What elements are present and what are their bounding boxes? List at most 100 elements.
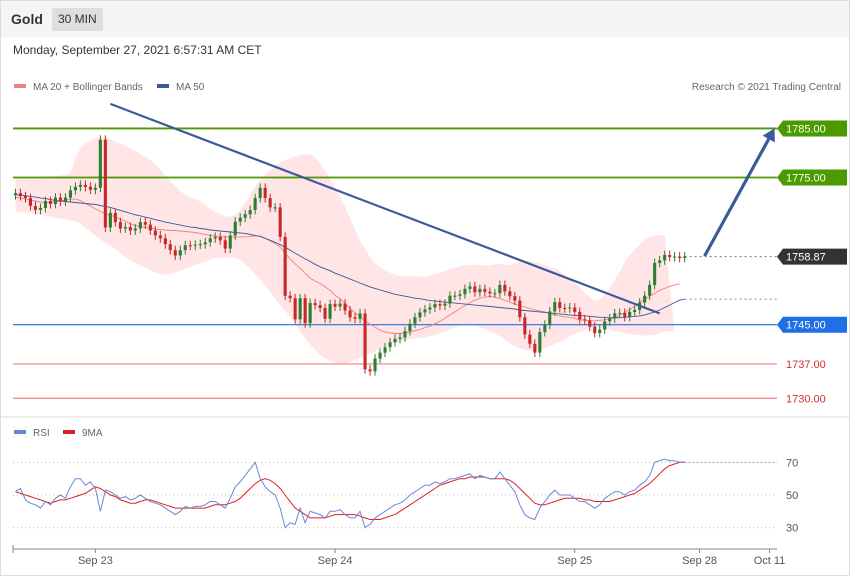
candle-body [623, 312, 627, 317]
candle-body [543, 324, 547, 333]
candle-body [358, 313, 362, 319]
candle-body [313, 303, 317, 306]
candle-body [258, 187, 262, 199]
candle-body [113, 212, 117, 223]
candle-body [73, 186, 77, 191]
candle-body [538, 332, 542, 353]
price-level-layer [13, 127, 777, 399]
candle-body [68, 190, 72, 198]
candle-body [268, 198, 272, 208]
candle-body [133, 228, 137, 231]
candle-body [518, 300, 522, 318]
support-1745-label: 1745.00 [786, 320, 826, 332]
ma20-legend-label: MA 20 + Bollinger Bands [33, 82, 143, 93]
candle-body [18, 193, 22, 197]
credit-text: Research © 2021 Trading Central [692, 82, 841, 93]
candle-body [153, 230, 157, 236]
candle-body [503, 284, 507, 292]
x-tick-label: Oct 11 [754, 555, 786, 567]
candle-body [383, 347, 387, 353]
candle-body [98, 139, 102, 188]
candle-body [218, 236, 222, 241]
candle-body [403, 331, 407, 338]
candle-body [618, 312, 622, 314]
candle-body [293, 298, 297, 320]
candle-body [663, 255, 667, 261]
candle-body [58, 197, 62, 202]
candle-body [183, 245, 187, 251]
candle-body [473, 286, 477, 293]
candle-body [563, 308, 567, 309]
support-1745-tag [777, 316, 847, 333]
candle-body [488, 291, 492, 294]
candle-body [443, 303, 447, 306]
x-tick-label: Sep 25 [557, 555, 592, 567]
candle-body [608, 318, 612, 322]
candle-body [628, 311, 632, 317]
candle-body [458, 294, 462, 296]
candle-body [613, 313, 617, 319]
candle-body [493, 293, 497, 295]
candle-body [298, 298, 302, 320]
candle-body [108, 212, 112, 228]
candle-body [588, 320, 592, 327]
candle-body [653, 262, 657, 285]
candle-body [163, 238, 167, 245]
candle-body [308, 303, 312, 324]
candle-body [63, 197, 67, 202]
candle-body [233, 221, 237, 236]
ma20-legend-swatch [14, 84, 26, 88]
candle-body [43, 201, 47, 208]
candle-body [338, 303, 342, 307]
x-tick-label: Sep 24 [318, 555, 353, 567]
candle-body [273, 207, 277, 209]
candle-body [683, 256, 687, 258]
ma9-legend-swatch [63, 430, 75, 434]
price-label-layer: 1785.00 1775.00 1758.87 1745.00 1737.00 1730.… [777, 120, 847, 405]
ma9-legend-label: 9MA [82, 428, 103, 439]
candle-body [303, 298, 307, 324]
candle-body [263, 187, 267, 199]
candle-body [173, 250, 177, 256]
resistance-1775-tag [777, 169, 847, 186]
rsi-pane: 70 50 30 [13, 457, 798, 535]
candle-body [388, 342, 392, 348]
candle-body [128, 227, 132, 231]
candle-body [583, 319, 587, 321]
candle-body [78, 184, 82, 187]
candle-body [603, 321, 607, 330]
candle-body [188, 245, 192, 247]
target-arrow-head [762, 128, 775, 143]
resistance-1785-tag [777, 120, 847, 137]
candle-body [668, 255, 672, 257]
candle-body [548, 311, 552, 325]
candle-body [238, 217, 242, 222]
candle-body [33, 206, 37, 210]
candle-body [143, 222, 147, 225]
candle-body [578, 311, 582, 320]
candle-body [658, 260, 662, 263]
header-bar: Gold 30 MIN [1, 1, 849, 37]
target-1737-label: 1737.00 [786, 359, 826, 371]
timeframe-badge[interactable]: 30 MIN [52, 8, 103, 31]
rsi-tick-70: 70 [786, 457, 798, 469]
candlestick-layer [13, 135, 687, 376]
candle-body [363, 313, 367, 370]
candle-body [223, 240, 227, 249]
candle-body [368, 369, 372, 372]
candle-body [13, 193, 17, 196]
candle-body [253, 198, 257, 210]
candle-body [533, 343, 537, 353]
candle-body [178, 250, 182, 256]
candle-body [53, 197, 57, 204]
candle-body [418, 312, 422, 318]
time-axis: Sep 23 Sep 24 Sep 25 Sep 28 Oct 11 [12, 545, 786, 567]
candle-body [138, 222, 142, 229]
candle-body [528, 334, 532, 344]
candle-body [598, 329, 602, 333]
rsi-tick-50: 50 [786, 490, 798, 502]
candle-body [288, 295, 292, 299]
candle-body [498, 284, 502, 294]
candle-body [228, 235, 232, 249]
